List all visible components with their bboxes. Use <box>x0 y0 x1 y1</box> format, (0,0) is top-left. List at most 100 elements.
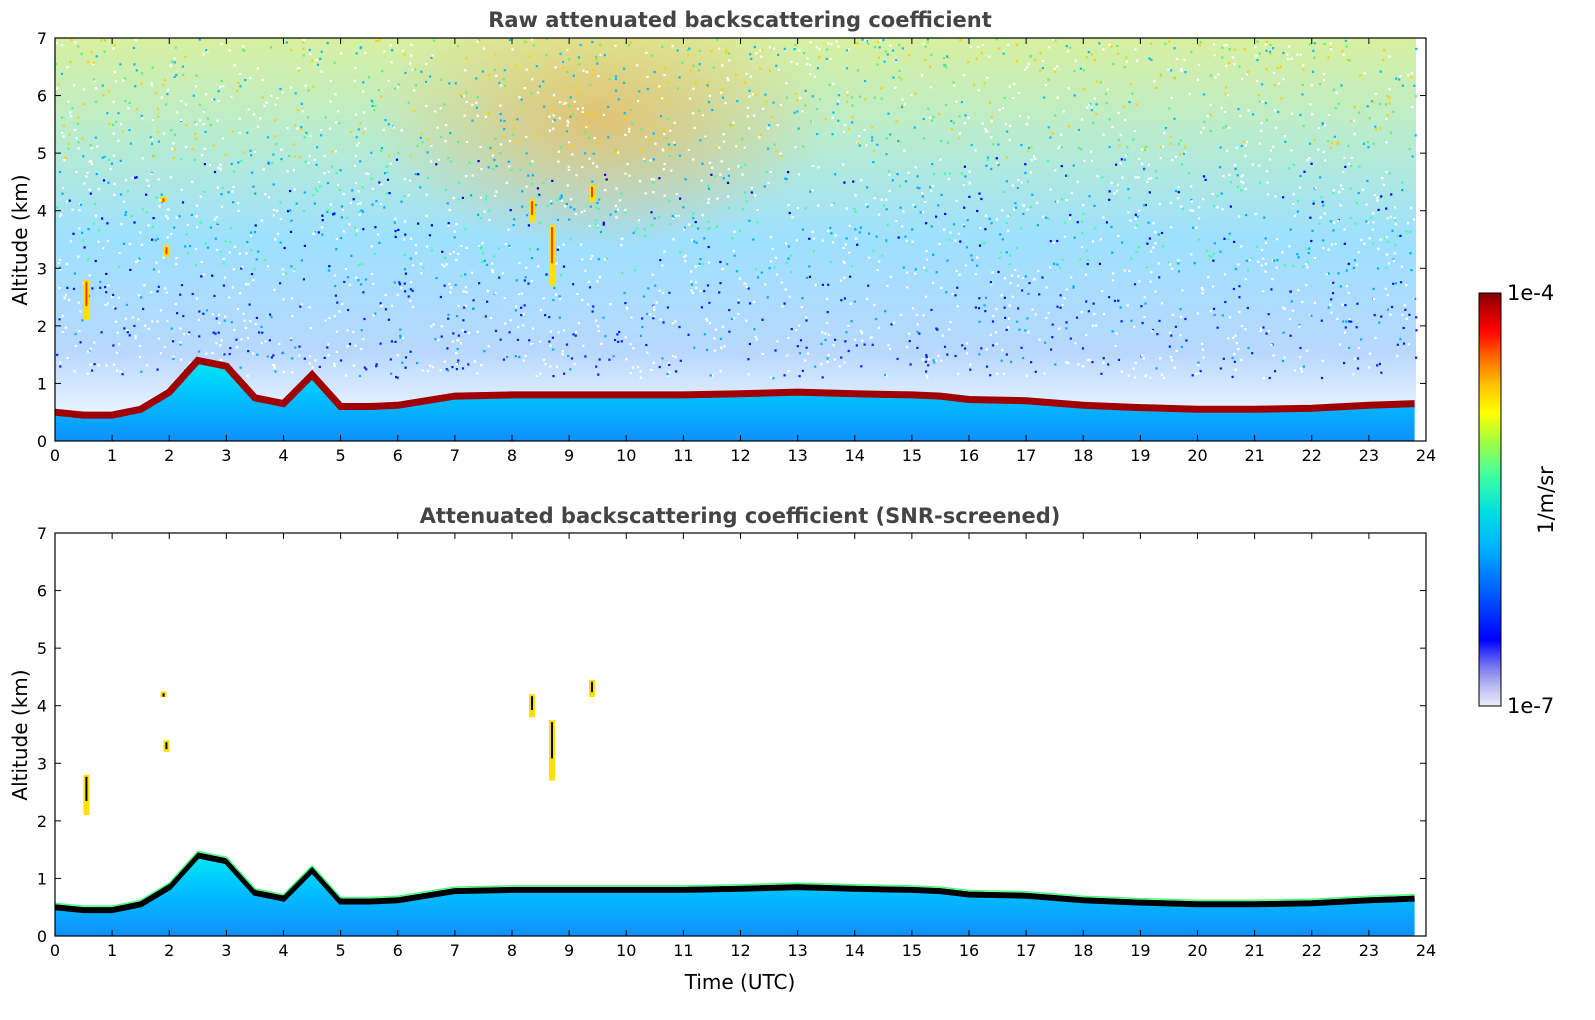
noise-speck <box>629 372 632 375</box>
noise-speck <box>697 69 700 72</box>
noise-speck <box>390 340 394 343</box>
noise-speck <box>326 210 329 214</box>
noise-speck <box>1201 342 1204 345</box>
noise-speck <box>706 284 710 287</box>
noise-speck <box>964 175 967 178</box>
noise-speck <box>733 254 736 257</box>
noise-speck <box>661 264 664 267</box>
noise-speck <box>1379 238 1382 241</box>
noise-speck <box>263 259 266 262</box>
noise-speck <box>300 102 303 105</box>
noise-speck <box>185 233 188 236</box>
noise-speck <box>316 146 319 149</box>
noise-speck <box>609 303 612 306</box>
noise-speck <box>561 60 564 64</box>
noise-speck <box>767 182 770 185</box>
noise-speck <box>414 244 417 247</box>
noise-speck <box>81 137 84 140</box>
noise-speck <box>748 219 751 222</box>
noise-speck <box>1054 200 1057 203</box>
noise-speck <box>638 90 641 93</box>
noise-speck <box>562 67 565 70</box>
noise-speck <box>845 67 849 70</box>
noise-speck <box>79 341 82 344</box>
noise-speck <box>524 354 527 358</box>
noise-speck <box>597 330 600 333</box>
noise-speck <box>1005 180 1008 183</box>
noise-speck <box>217 331 220 334</box>
noise-speck <box>722 177 725 180</box>
noise-speck <box>1307 252 1310 255</box>
noise-speck <box>898 69 901 72</box>
noise-speck <box>1082 212 1085 215</box>
noise-speck <box>421 369 424 372</box>
noise-speck <box>195 123 198 126</box>
noise-speck <box>1086 106 1089 109</box>
noise-speck <box>649 159 652 162</box>
noise-speck <box>624 172 627 175</box>
noise-speck <box>935 215 938 218</box>
noise-speck <box>1090 106 1093 109</box>
noise-speck <box>479 196 482 199</box>
noise-speck <box>290 49 293 52</box>
noise-speck <box>64 294 67 297</box>
noise-speck <box>194 85 197 88</box>
noise-speck <box>1117 111 1120 115</box>
noise-speck <box>1014 202 1017 205</box>
noise-speck <box>182 73 185 76</box>
noise-speck <box>536 187 539 190</box>
noise-speck <box>302 54 305 57</box>
noise-speck <box>710 50 713 53</box>
noise-speck <box>379 302 382 305</box>
noise-speck <box>925 354 928 357</box>
noise-speck <box>819 98 822 101</box>
noise-speck <box>1410 269 1413 272</box>
noise-speck <box>805 346 808 349</box>
noise-speck <box>1013 83 1016 86</box>
noise-speck <box>809 190 812 193</box>
noise-speck <box>291 315 294 318</box>
noise-speck <box>806 63 809 66</box>
noise-speck <box>289 86 292 89</box>
noise-speck <box>147 224 150 227</box>
noise-speck <box>89 348 92 351</box>
noise-speck <box>727 207 730 210</box>
noise-speck <box>1045 286 1048 289</box>
noise-speck <box>253 231 256 234</box>
noise-speck <box>596 224 599 227</box>
noise-speck <box>596 226 599 229</box>
noise-speck <box>1219 166 1222 169</box>
noise-speck <box>735 270 738 273</box>
noise-speck <box>190 213 193 216</box>
noise-speck <box>285 41 288 44</box>
noise-speck <box>1007 214 1010 217</box>
noise-speck <box>964 114 967 117</box>
noise-speck <box>1347 262 1350 265</box>
noise-speck <box>465 175 468 178</box>
noise-speck <box>820 342 823 345</box>
noise-speck <box>552 94 556 97</box>
noise-speck <box>524 276 527 279</box>
noise-speck <box>396 86 400 89</box>
noise-speck <box>1204 178 1207 181</box>
noise-speck <box>1108 296 1111 299</box>
noise-speck <box>769 260 772 263</box>
noise-speck <box>256 125 260 128</box>
noise-speck <box>1376 196 1379 199</box>
noise-speck <box>1202 356 1205 359</box>
noise-speck <box>675 193 678 196</box>
noise-speck <box>557 331 560 334</box>
noise-speck <box>1117 52 1120 55</box>
noise-speck <box>663 250 666 253</box>
noise-speck <box>73 128 76 131</box>
noise-speck <box>871 136 874 139</box>
noise-speck <box>321 219 324 222</box>
noise-speck <box>1062 110 1065 113</box>
noise-speck <box>536 91 540 94</box>
noise-speck <box>1313 56 1316 59</box>
noise-speck <box>694 265 697 268</box>
x-axis-label: Time (UTC) <box>684 970 796 994</box>
noise-speck <box>812 237 816 240</box>
noise-speck <box>185 103 188 106</box>
noise-speck <box>435 163 438 166</box>
